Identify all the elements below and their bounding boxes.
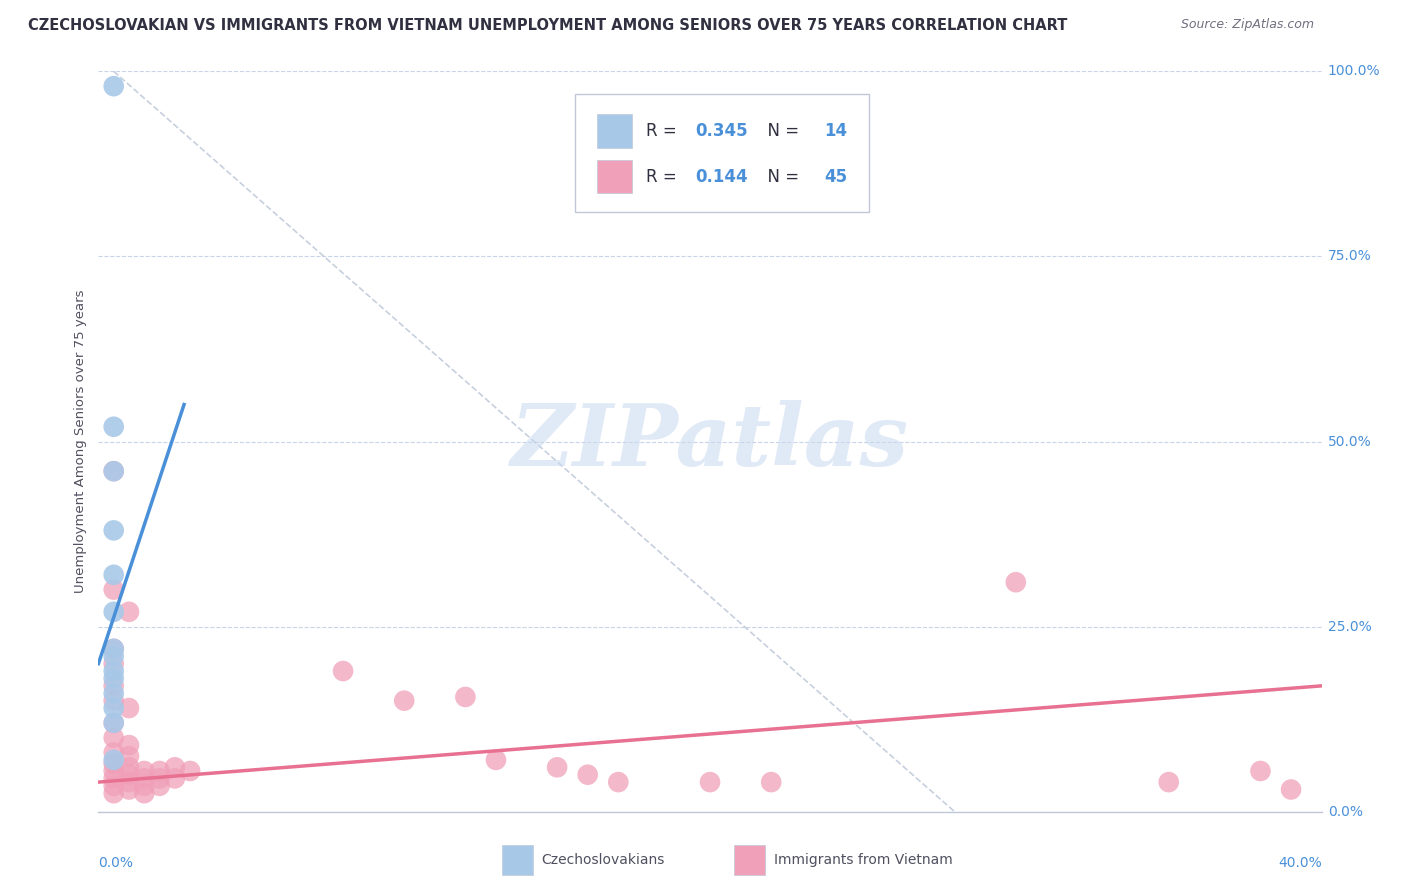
Text: 0.0%: 0.0% [1327, 805, 1362, 819]
Point [103, 641, 125, 656]
Text: Immigrants from Vietnam: Immigrants from Vietnam [773, 853, 952, 867]
Point [1279, 782, 1302, 797]
Text: Source: ZipAtlas.com: Source: ZipAtlas.com [1181, 18, 1315, 31]
Point [103, 464, 125, 478]
Point [103, 79, 125, 94]
Text: 100.0%: 100.0% [1327, 64, 1381, 78]
Point [103, 715, 125, 730]
Point [103, 701, 125, 715]
Point [134, 786, 156, 800]
Point [103, 567, 125, 582]
Text: N =: N = [756, 168, 804, 186]
Point [103, 731, 125, 745]
Point [103, 786, 125, 800]
Bar [598, 114, 631, 148]
Bar [598, 160, 631, 194]
Text: R =: R = [647, 168, 682, 186]
Point [1249, 764, 1271, 778]
Point [759, 775, 782, 789]
Point [103, 582, 125, 597]
Text: CZECHOSLOVAKIAN VS IMMIGRANTS FROM VIETNAM UNEMPLOYMENT AMONG SENIORS OVER 75 YE: CZECHOSLOVAKIAN VS IMMIGRANTS FROM VIETN… [28, 18, 1067, 33]
Point [118, 782, 141, 797]
Point [103, 715, 125, 730]
Point [118, 775, 141, 789]
Point [103, 641, 125, 656]
Bar [734, 845, 765, 875]
Point [134, 772, 156, 786]
Point [103, 419, 125, 434]
Point [149, 772, 172, 786]
Point [103, 605, 125, 619]
Point [118, 749, 141, 764]
Point [546, 760, 568, 774]
Point [149, 764, 172, 778]
Text: 75.0%: 75.0% [1327, 250, 1371, 263]
Point [103, 524, 125, 538]
Y-axis label: Unemployment Among Seniors over 75 years: Unemployment Among Seniors over 75 years [75, 290, 87, 593]
Text: 45: 45 [824, 168, 846, 186]
Text: ZIPatlas: ZIPatlas [510, 400, 910, 483]
Point [134, 779, 156, 793]
Point [607, 775, 630, 789]
Point [163, 760, 186, 774]
Point [392, 694, 416, 708]
Point [103, 657, 125, 671]
Point [103, 746, 125, 760]
Point [332, 664, 354, 678]
Point [118, 605, 141, 619]
FancyBboxPatch shape [575, 94, 869, 212]
Point [103, 664, 125, 678]
Point [149, 779, 172, 793]
Text: 25.0%: 25.0% [1327, 620, 1371, 633]
Point [163, 772, 186, 786]
Point [118, 701, 141, 715]
Text: R =: R = [647, 122, 682, 140]
Point [103, 756, 125, 771]
Point [118, 738, 141, 752]
Point [103, 694, 125, 708]
Point [699, 775, 721, 789]
Point [103, 686, 125, 700]
Point [118, 767, 141, 781]
Text: 0.0%: 0.0% [98, 856, 134, 870]
Bar [502, 845, 533, 875]
Point [103, 464, 125, 478]
Point [134, 764, 156, 778]
Point [485, 753, 508, 767]
Point [118, 760, 141, 774]
Text: 14: 14 [824, 122, 846, 140]
Text: 50.0%: 50.0% [1327, 434, 1371, 449]
Text: Czechoslovakians: Czechoslovakians [541, 853, 665, 867]
Point [103, 764, 125, 778]
Point [454, 690, 477, 704]
Text: N =: N = [756, 122, 804, 140]
Point [103, 772, 125, 786]
Point [103, 672, 125, 686]
Point [179, 764, 201, 778]
Point [103, 649, 125, 664]
Point [1004, 575, 1026, 590]
Point [576, 767, 599, 781]
Text: 0.345: 0.345 [696, 122, 748, 140]
Point [103, 679, 125, 693]
Text: 40.0%: 40.0% [1278, 856, 1322, 870]
Point [103, 753, 125, 767]
Point [103, 779, 125, 793]
Text: 0.144: 0.144 [696, 168, 748, 186]
Point [1157, 775, 1180, 789]
